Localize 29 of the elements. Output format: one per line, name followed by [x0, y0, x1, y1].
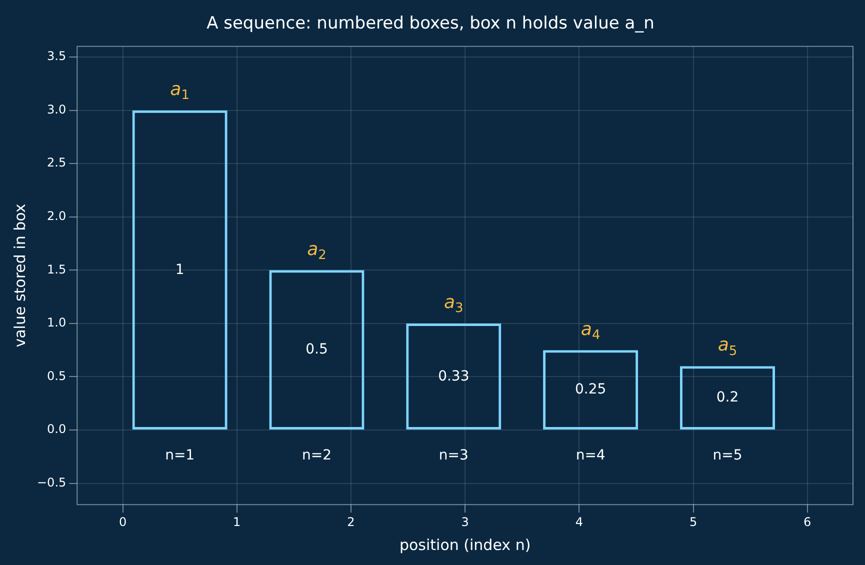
annotation: 1 [175, 262, 184, 278]
y-tick-label: 0.0 [47, 422, 66, 436]
x-tick-label: 4 [575, 514, 583, 529]
annotation: 0.2 [716, 390, 739, 406]
annotation: 0.5 [306, 342, 328, 358]
y-tick-label: −0.5 [37, 475, 66, 490]
annotation: 0.33 [438, 368, 470, 384]
y-tick-label: 3.0 [47, 102, 66, 116]
x-tick-label: 0 [118, 514, 127, 529]
y-tick-label: 0.5 [47, 368, 66, 383]
x-tick-label: 3 [461, 514, 469, 529]
annotation: n=2 [302, 448, 332, 464]
annotation: n=1 [165, 448, 195, 464]
annotation: n=4 [576, 448, 606, 464]
x-tick-label: 6 [804, 514, 812, 529]
x-tick-label: 2 [347, 514, 355, 529]
annotation: 0.25 [574, 382, 606, 398]
y-tick-label: 3.5 [47, 49, 66, 64]
annotation: n=5 [712, 448, 742, 464]
x-tick-label: 1 [233, 514, 241, 529]
x-tick-label: 5 [689, 514, 698, 529]
y-tick-label: 1.0 [47, 316, 66, 330]
y-tick-label: 2.5 [47, 156, 66, 170]
y-axis-title: value stored in box [10, 204, 29, 348]
chart-title: A sequence: numbered boxes, box n holds value a_n [206, 14, 654, 34]
annotation: n=3 [438, 448, 468, 464]
y-tick-label: 1.5 [47, 262, 66, 276]
x-axis-title: position (index n) [399, 536, 531, 554]
y-tick-label: 2.0 [47, 209, 66, 224]
